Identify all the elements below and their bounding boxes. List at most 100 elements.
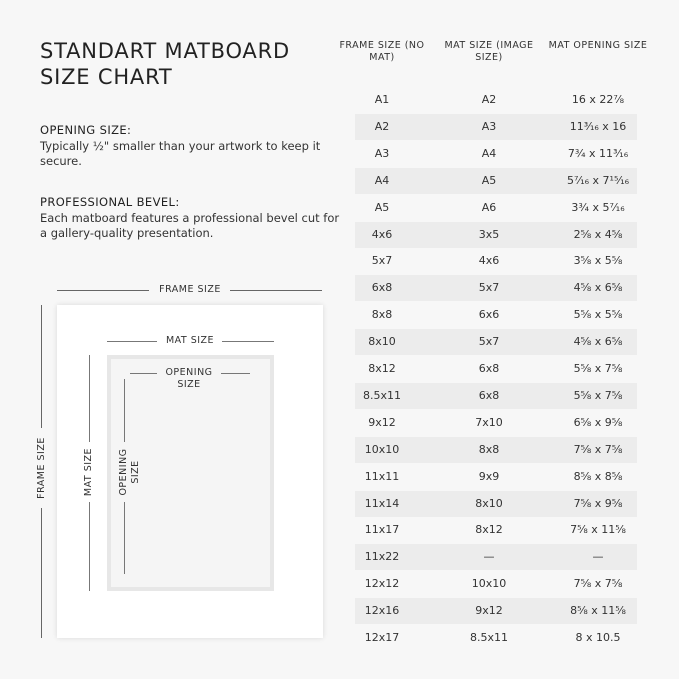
frame-size-cell: 8x10 [368,335,396,349]
opening-size-vlabel: OPENING SIZE [118,442,142,502]
frame-size-cell: 4x6 [371,227,393,241]
table-row: A5 A6 3¾ x 5⁷⁄₁₆ [355,195,637,221]
opening-size-cell: 4⅝ x 6⅝ [573,335,623,349]
mat-size-cell: 8x12 [475,523,503,537]
opening-line-right [221,373,250,374]
table-row: 11x17 8x12 7⅝ x 11⅝ [355,517,637,543]
frame-size-cell: 8.5x11 [362,388,401,402]
mat-size-cell: 9x9 [478,469,500,483]
opening-size-cell: 5⅝ x 5⅝ [573,308,623,322]
page-title: STANDART MATBOARD SIZE CHART [40,38,290,90]
mat-size-cell: 6x8 [478,362,500,375]
frame-size-cell: 12x16 [364,604,400,618]
opening-size-cell: 3¾ x 5⁷⁄₁₆ [571,200,625,214]
table-row: 11x11 9x9 8⅝ x 8⅝ [355,464,637,490]
table-row: A3 A4 7¾ x 11³⁄₁₆ [355,141,637,167]
mat-size-cell: 5x7 [478,281,500,295]
frame-size-vlabel: FRAME SIZE [36,428,48,508]
frame-size-line-left [57,290,149,291]
bevel-text: Each matboard features a professional be… [40,211,340,240]
frame-size-cell: 6x8 [371,281,393,295]
opening-size-cell: 5⅝ x 7⅝ [573,362,623,375]
mat-size-cell: 10x10 [471,577,507,591]
table-row: A4 A5 5⁷⁄₁₆ x 7¹⁵⁄₁₆ [355,167,637,194]
opening-size-cell: 5⅝ x 7⅝ [573,388,623,402]
opening-size-cell: — [592,550,604,564]
frame-size-cell: 11x22 [364,550,400,564]
frame-size-cell: A2 [374,119,390,133]
table-row: 5x7 4x6 3⅝ x 5⅝ [355,248,637,274]
mat-size-vlabel: MAT SIZE [83,442,95,502]
mat-size-line-right [222,341,274,342]
table-row: 8.5x11 6x8 5⅝ x 7⅝ [355,382,637,409]
frame-size-cell: 12x12 [364,577,400,591]
opening-size-cell: 7¾ x 11³⁄₁₆ [567,146,629,160]
opening-size-cell: 7⅝ x 7⅝ [573,577,623,591]
mat-size-cell: 8x10 [475,496,503,510]
table-row: 8x12 6x8 5⅝ x 7⅝ [355,356,637,382]
table-row: 12x17 8.5x11 8 x 10.5 [355,625,637,651]
frame-size-cell: 11x17 [364,523,400,537]
opening-size-cell: 7⅝ x 7⅝ [573,442,623,456]
opening-line-left [130,373,157,374]
opening-size-cell: 8⅝ x 11⅝ [570,604,626,618]
opening-size-cell: 7⅝ x 11⅝ [570,523,626,537]
frame-size-cell: 5x7 [371,254,393,268]
frame-size-label: FRAME SIZE [159,284,221,295]
frame-size-cell: 11x11 [364,469,400,483]
mat-size-cell: 7x10 [475,415,503,429]
frame-size-cell: 11x14 [364,496,400,510]
mat-size-cell: A6 [481,200,497,214]
frame-size-cell: A4 [374,173,390,187]
mat-size-cell: A4 [481,146,497,160]
mat-size-cell: 6x8 [478,388,500,402]
header-frame-size: FRAME SIZE (NO MAT) [339,40,425,63]
frame-size-cell: 12x17 [364,631,400,644]
table-row: 9x12 7x10 6⅝ x 9⅝ [355,410,637,436]
mat-size-cell: 5x7 [478,335,500,349]
header-mat-size: MAT SIZE (IMAGE SIZE) [444,40,534,63]
opening-size-label: OPENING SIZE [165,367,213,390]
frame-size-cell: 9x12 [368,415,396,429]
title-line-1: STANDART MATBOARD [40,39,290,63]
mat-size-cell: 8x8 [478,442,500,456]
frame-size-line-right [230,290,322,291]
table-row: 11x22 — — [355,544,637,571]
mat-size-cell: A5 [481,173,497,187]
frame-size-cell: 8x8 [371,308,393,322]
bevel-heading: PROFESSIONAL BEVEL: [40,195,180,209]
table-row: A2 A3 11³⁄₁₆ x 16 [355,113,637,140]
table-row: 8x8 6x6 5⅝ x 5⅝ [355,302,637,328]
table-row: 4x6 3x5 2⅝ x 4⅝ [355,221,637,248]
table-row: 11x14 8x10 7⅝ x 9⅝ [355,490,637,517]
title-line-2: SIZE CHART [40,65,173,89]
mat-size-label: MAT SIZE [165,335,215,346]
mat-size-cell: 6x6 [478,308,500,322]
opening-heading: OPENING SIZE: [40,123,132,137]
opening-size-cell: 8 x 10.5 [575,631,621,644]
opening-size-cell: 8⅝ x 8⅝ [573,469,623,483]
frame-size-cell: 10x10 [364,442,400,456]
opening-size-cell: 7⅝ x 9⅝ [573,496,623,510]
opening-size-cell: 3⅝ x 5⅝ [573,254,623,268]
mat-size-cell: 8.5x11 [469,631,508,644]
opening-size-cell: 4⅝ x 6⅝ [573,281,623,295]
mat-size-cell: 3x5 [478,227,500,241]
opening-size-cell: 5⁷⁄₁₆ x 7¹⁵⁄₁₆ [566,173,630,187]
frame-size-cell: A3 [374,146,390,160]
mat-size-line-left [107,341,157,342]
opening-text: Typically ½" smaller than your artwork t… [40,139,321,168]
table-row: 12x16 9x12 8⅝ x 11⅝ [355,598,637,625]
table-row: 12x12 10x10 7⅝ x 7⅝ [355,571,637,597]
frame-size-cell: 8x12 [368,362,396,375]
frame-size-cell: A1 [374,93,390,106]
mat-size-cell: A2 [481,93,497,106]
mat-size-cell: 4x6 [478,254,500,268]
mat-size-cell: 9x12 [475,604,503,618]
opening-size-cell: 6⅝ x 9⅝ [573,415,623,429]
frame-size-cell: A5 [374,200,390,214]
table-row: 8x10 5x7 4⅝ x 6⅝ [355,329,637,356]
opening-size-cell: 11³⁄₁₆ x 16 [569,119,627,133]
table-row: A1 A2 16 x 22⅞ [355,87,637,113]
table-row: 10x10 8x8 7⅝ x 7⅝ [355,436,637,463]
